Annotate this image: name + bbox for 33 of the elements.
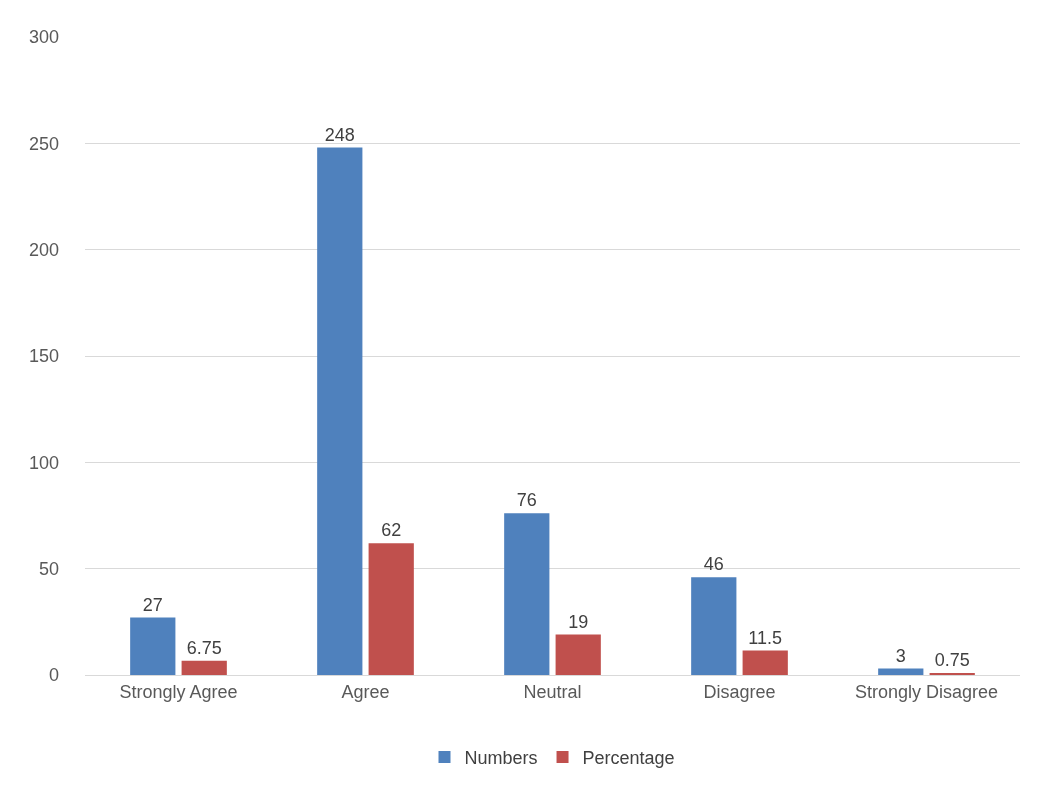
bar bbox=[368, 543, 414, 675]
data-label: 46 bbox=[703, 554, 724, 575]
y-tick-label: 0 bbox=[48, 665, 59, 686]
y-tick-label: 150 bbox=[28, 346, 59, 367]
bar bbox=[555, 634, 601, 675]
y-tick-label: 50 bbox=[38, 558, 59, 579]
data-label: 248 bbox=[324, 124, 355, 145]
data-label: 0.75 bbox=[934, 650, 970, 670]
x-tick-label: Strongly Disagree bbox=[854, 681, 999, 702]
bar bbox=[878, 668, 924, 675]
data-label: 6.75 bbox=[186, 637, 222, 658]
bar bbox=[691, 577, 737, 675]
data-label: 27 bbox=[142, 594, 163, 615]
bar bbox=[130, 617, 176, 675]
y-tick-label: 250 bbox=[28, 133, 59, 154]
y-tick-label: 300 bbox=[28, 27, 59, 48]
bar bbox=[181, 660, 227, 675]
data-label: 76 bbox=[516, 490, 537, 511]
x-tick-label: Neutral bbox=[523, 681, 582, 702]
x-tick-label: Strongly Agree bbox=[119, 681, 238, 702]
y-tick-label: 100 bbox=[28, 452, 59, 473]
x-tick-label: Agree bbox=[341, 681, 390, 702]
data-label: 19 bbox=[568, 611, 589, 632]
bar bbox=[504, 513, 550, 675]
x-tick-label: Disagree bbox=[703, 681, 776, 702]
data-label: 62 bbox=[381, 520, 402, 541]
legend-label: Numbers bbox=[464, 748, 538, 769]
data-label: 3 bbox=[895, 645, 906, 666]
bar bbox=[742, 650, 788, 675]
legend-label: Percentage bbox=[582, 748, 675, 769]
bar bbox=[317, 147, 363, 675]
data-label: 11.5 bbox=[748, 627, 783, 648]
y-tick-label: 200 bbox=[28, 239, 59, 260]
